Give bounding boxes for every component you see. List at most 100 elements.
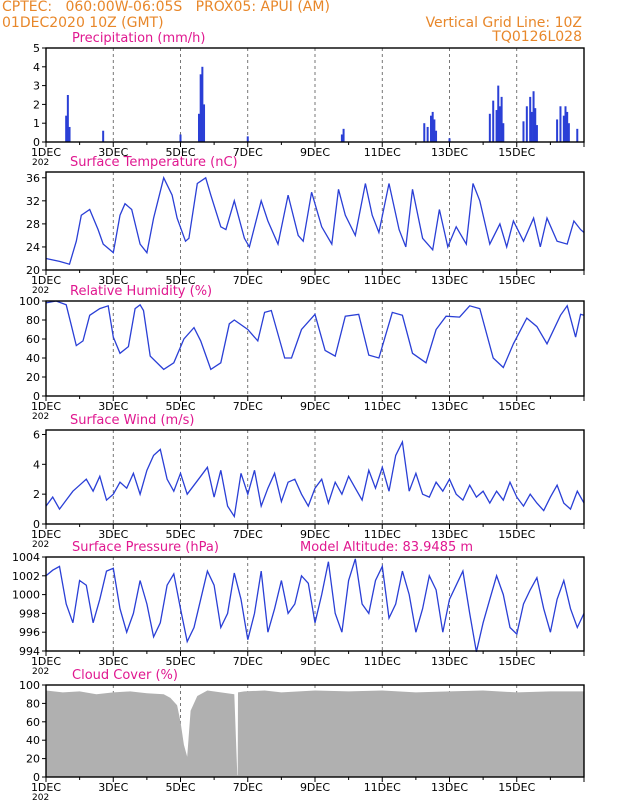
precip-bar <box>246 136 249 142</box>
y-tick-label: 994 <box>19 645 40 658</box>
x-tick-label: 5DEC <box>165 528 195 541</box>
y-tick-label: 40 <box>26 352 40 365</box>
y-tick-label: 1004 <box>12 551 40 564</box>
precip-bar <box>199 74 202 142</box>
precip-bar <box>433 119 436 142</box>
header-model-id: TQ0126L028 <box>492 29 582 45</box>
x-tick-label: 13DEC <box>431 655 468 668</box>
y-tick-label: 0 <box>33 390 40 403</box>
precip-bar <box>535 125 538 142</box>
x-tick-label: 15DEC <box>498 781 535 794</box>
y-tick-label: 24 <box>26 241 40 254</box>
x-tick-label: 7DEC <box>233 655 263 668</box>
y-tick-label: 0 <box>33 136 40 149</box>
plot-frame <box>45 684 585 778</box>
precip-bar <box>66 95 69 142</box>
precip-bar <box>68 126 71 142</box>
precip-bar <box>179 134 182 142</box>
cloud-title: Cloud Cover (%) <box>72 668 178 683</box>
x-tick-label: 15DEC <box>498 274 535 287</box>
precip-bar <box>529 96 532 142</box>
y-tick-label: 2 <box>33 488 40 501</box>
precip-bar <box>500 96 503 142</box>
x-tick-label: 5DEC <box>165 781 195 794</box>
y-tick-label: 20 <box>26 753 40 766</box>
y-tick-label: 4 <box>33 458 40 471</box>
y-tick-label: 100 <box>19 295 40 308</box>
precip-bar <box>488 113 491 142</box>
x-tick-label: 15DEC <box>498 146 535 159</box>
y-tick-label: 998 <box>19 607 40 620</box>
x-tick-label: 9DEC <box>300 528 330 541</box>
precipitation-title: Precipitation (mm/h) <box>72 31 205 46</box>
x-tick-label: 11DEC <box>364 400 401 413</box>
precip-bar <box>564 106 567 142</box>
y-tick-label: 2 <box>33 98 40 111</box>
x-tick-label: 7DEC <box>233 274 263 287</box>
x-tick-label: 9DEC <box>300 146 330 159</box>
precip-bar <box>435 130 438 142</box>
precip-bar <box>502 123 505 142</box>
header-line1: CPTEC: 060:00W-06:05S PROX05: APUI (AM) <box>2 0 330 15</box>
plot-frame <box>45 171 585 271</box>
x-tick-label: 11DEC <box>364 528 401 541</box>
x-tick-label: 7DEC <box>233 528 263 541</box>
x-tick-label: 11DEC <box>364 146 401 159</box>
x-year-stub: 202 <box>32 667 49 677</box>
y-tick-label: 32 <box>26 195 40 208</box>
x-tick-label: 9DEC <box>300 400 330 413</box>
precip-bar <box>342 128 345 142</box>
precip-bar <box>492 100 495 142</box>
cloud-cover-area <box>46 690 584 777</box>
precip-bar <box>426 126 429 142</box>
y-tick-label: 80 <box>26 314 40 327</box>
header-grid-note: Vertical Grid Line: 10Z <box>425 15 582 31</box>
wind-title: Surface Wind (m/s) <box>70 413 194 428</box>
y-tick-label: 1000 <box>12 589 40 602</box>
x-tick-label: 3DEC <box>98 528 128 541</box>
precip-bar <box>340 134 343 142</box>
temperature-line <box>45 175 585 265</box>
y-tick-label: 60 <box>26 333 40 346</box>
x-tick-label: 7DEC <box>233 781 263 794</box>
precip-bar <box>566 111 569 142</box>
plot-frame <box>45 300 585 397</box>
x-tick-label: 11DEC <box>364 781 401 794</box>
x-tick-label: 9DEC <box>300 655 330 668</box>
x-tick-label: 5DEC <box>165 146 195 159</box>
x-tick-label: 13DEC <box>431 274 468 287</box>
x-year-stub: 202 <box>32 286 49 296</box>
x-tick-label: 1DEC <box>31 400 61 413</box>
x-tick-label: 13DEC <box>431 528 468 541</box>
precip-bar <box>576 128 579 142</box>
y-tick-label: 5 <box>33 42 40 55</box>
y-tick-label: 0 <box>33 771 40 784</box>
x-tick-label: 7DEC <box>233 400 263 413</box>
precip-bar <box>497 85 500 142</box>
precip-bar <box>498 106 501 142</box>
x-tick-label: 13DEC <box>431 400 468 413</box>
x-tick-label: 3DEC <box>98 274 128 287</box>
precip-bar <box>197 113 200 142</box>
precip-bar <box>102 130 105 142</box>
humidity-title: Relative Humidity (%) <box>70 284 212 299</box>
y-tick-label: 20 <box>26 264 40 277</box>
precip-bar <box>559 106 562 142</box>
wind-line <box>45 439 585 519</box>
humidity-line <box>45 300 585 371</box>
precip-bar <box>534 108 537 142</box>
precip-bar <box>203 104 206 142</box>
precip-bar <box>423 123 426 142</box>
x-tick-label: 5DEC <box>165 655 195 668</box>
y-tick-label: 36 <box>26 172 40 185</box>
x-tick-label: 1DEC <box>31 655 61 668</box>
x-tick-label: 3DEC <box>98 781 128 794</box>
y-tick-label: 4 <box>33 61 40 74</box>
y-tick-label: 28 <box>26 218 40 231</box>
precip-bar <box>448 138 451 142</box>
model-altitude-note: Model Altitude: 83.9485 m <box>300 540 473 555</box>
x-tick-label: 1DEC <box>31 528 61 541</box>
x-tick-label: 11DEC <box>364 655 401 668</box>
plot-frame <box>45 556 585 652</box>
